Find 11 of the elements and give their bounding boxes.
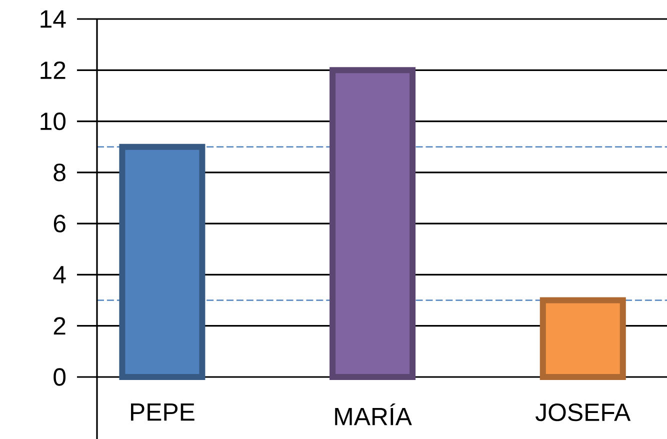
x-tick-label: JOSEFA bbox=[536, 404, 631, 422]
y-tick-label: 10 bbox=[40, 112, 66, 130]
y-tick-label: 4 bbox=[53, 266, 66, 284]
y-tick-label: 14 bbox=[40, 10, 66, 28]
y-tick-label: 8 bbox=[54, 164, 66, 182]
y-tick-label: 0 bbox=[54, 368, 66, 386]
x-tick-label: PEPE bbox=[131, 404, 194, 421]
x-tick-label: MARÍA bbox=[335, 404, 412, 426]
y-tick-label: 12 bbox=[40, 61, 66, 79]
y-tick-label: 6 bbox=[54, 214, 66, 232]
y-tick-label: 2 bbox=[54, 317, 66, 335]
